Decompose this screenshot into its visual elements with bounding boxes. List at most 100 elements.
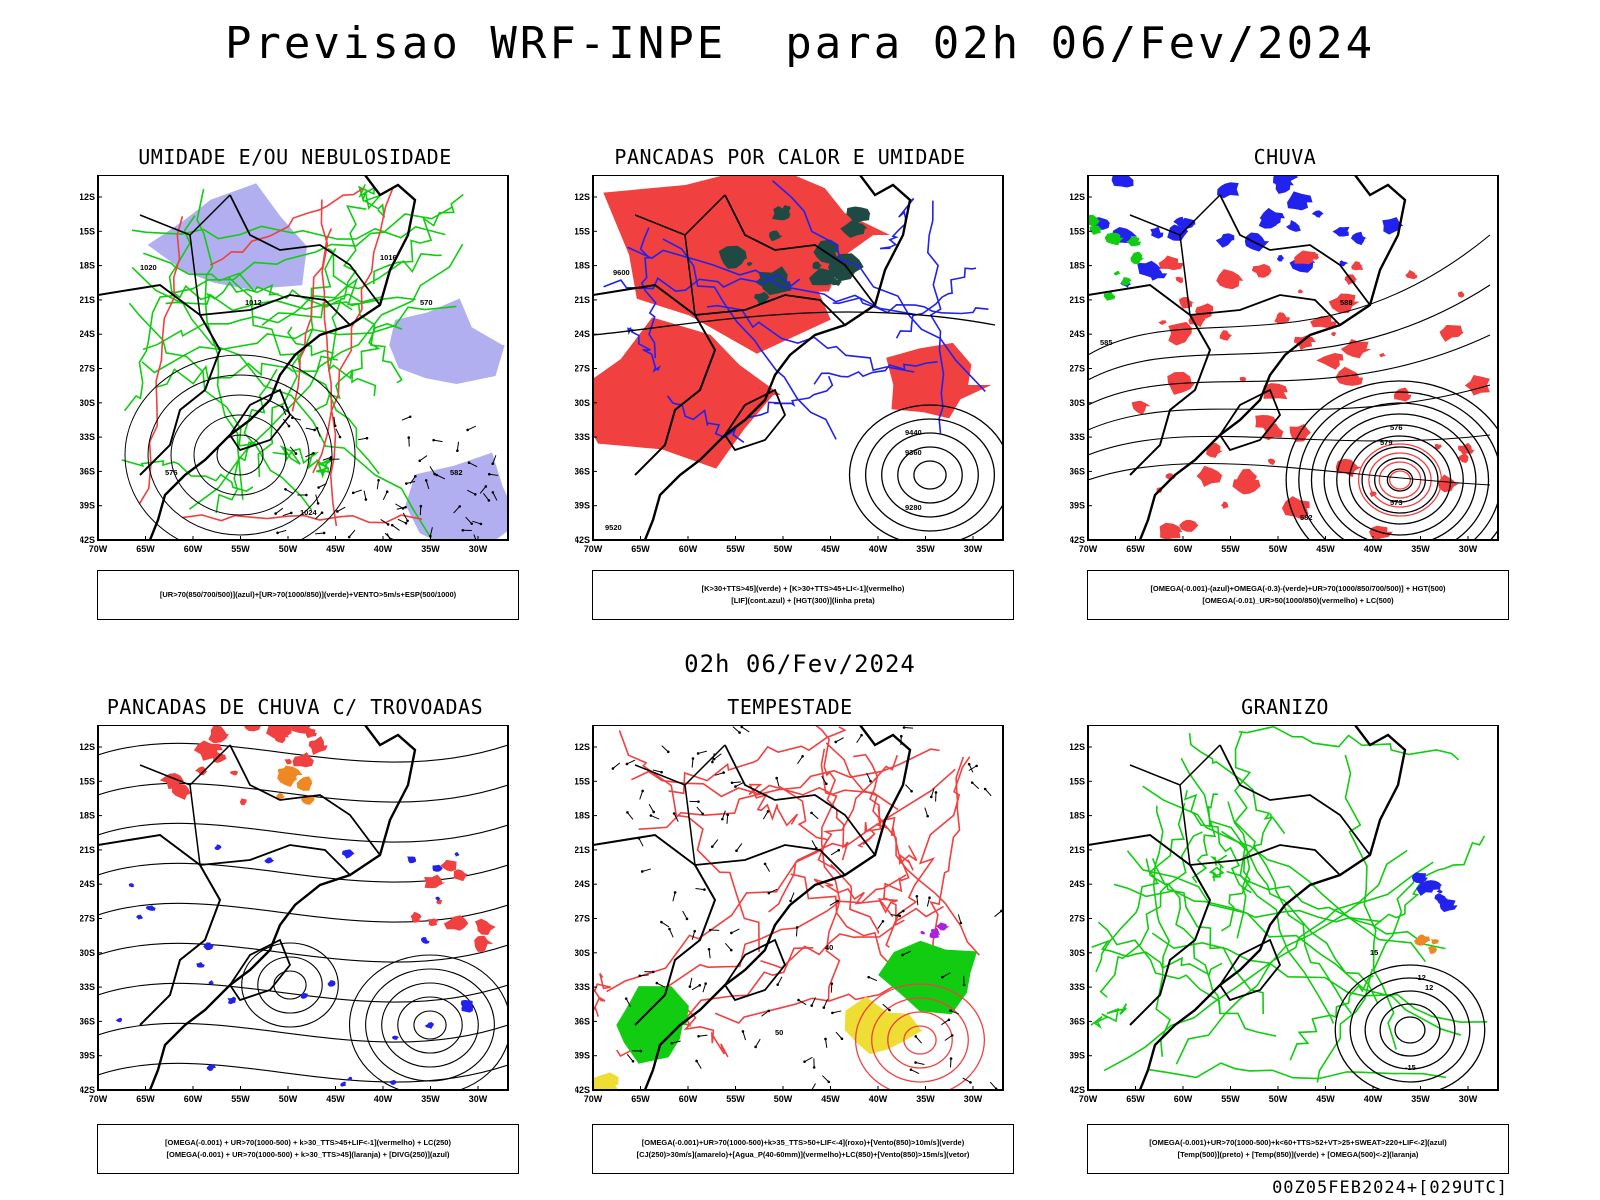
wind-vector (730, 931, 733, 935)
wind-vector (660, 770, 663, 774)
height-contour (593, 311, 996, 336)
water-contour (814, 725, 849, 861)
wind-vector (322, 531, 326, 535)
wind-vector (287, 424, 291, 428)
wind-vector (672, 812, 676, 815)
omega-blue-area (1215, 233, 1235, 248)
lat-tick-label: 30S (575, 948, 590, 958)
temp850-contour (1183, 790, 1252, 894)
wind-vector (721, 810, 726, 820)
omega-red-area (1179, 519, 1199, 532)
humidity-contour (373, 193, 464, 285)
omega-orange-area (1431, 939, 1440, 945)
water-contour (768, 754, 899, 913)
wind-vector (797, 998, 800, 1002)
lat-tick-label: 21S (1070, 295, 1085, 305)
wind-vector (487, 472, 491, 476)
wind-vector (762, 811, 769, 820)
wind-vector (467, 489, 476, 495)
thunderstorm-area (474, 935, 494, 952)
wind-vector (649, 814, 653, 817)
omega-red-area (1220, 501, 1229, 509)
omega-red-area (1196, 465, 1224, 487)
thickness-contour (138, 216, 184, 505)
panel-pancadas-calor: PANCADAS POR CALOR E UMIDADE 9600 9520 944… (575, 145, 1005, 615)
wind-vector (691, 930, 696, 940)
humidity-contour (331, 205, 367, 361)
wind-vector (315, 512, 323, 520)
water-contour (857, 806, 890, 848)
wind-vector (950, 1034, 954, 1037)
humidity-area (405, 452, 508, 540)
lat-tick-label: 24S (575, 879, 590, 889)
map-frame (97, 175, 509, 541)
water-contour (813, 878, 905, 927)
wind-vector (812, 1066, 816, 1069)
geopotential-contour (1088, 462, 1491, 486)
wind-vector (969, 1081, 972, 1084)
wind-vector (408, 415, 412, 419)
wind-vector (405, 482, 408, 485)
omega-green-area (1113, 270, 1121, 276)
wind-vector (754, 1045, 757, 1049)
lon-tick-label: 60W (679, 1094, 698, 1104)
wind-vector (638, 974, 642, 978)
convection-orange-area (276, 793, 285, 800)
lat-tick-label: 24S (575, 329, 590, 339)
state-border (1219, 194, 1371, 306)
wind-vector (336, 510, 339, 513)
lon-tick-label: 65W (136, 1094, 155, 1104)
instability-area (809, 268, 837, 286)
wind-vector (315, 532, 325, 535)
wind-vector (959, 921, 963, 925)
wind-vector (624, 997, 628, 1000)
thickness-contour (209, 187, 364, 266)
contour-label: 12 (1425, 983, 1433, 992)
wind-vector (830, 983, 833, 993)
temp850-contour (1099, 831, 1203, 998)
wind-vector (484, 485, 488, 488)
water-contour (593, 973, 611, 1017)
omega-blue-area (1137, 260, 1162, 278)
thickness-contour (320, 199, 338, 527)
contour-label: 573 (1390, 498, 1403, 507)
wind-vector (479, 486, 487, 494)
humidity-contour (128, 302, 313, 511)
humidity-contour (131, 225, 446, 240)
wind-vector (968, 765, 977, 771)
wind-vector (695, 1059, 698, 1063)
wind-vector (691, 757, 695, 760)
omega-red-area (1235, 468, 1258, 487)
lon-tick-label: 35W (421, 1094, 440, 1104)
thunderstorm-area (272, 725, 281, 730)
lon-tick-label: 30W (469, 544, 488, 554)
wind-vector (479, 522, 483, 526)
divergence-area (341, 849, 355, 859)
wind-vector (435, 473, 439, 477)
lifted-index-contour (926, 200, 945, 434)
wind-vector (949, 1009, 952, 1012)
wind-vector (377, 479, 380, 482)
wind-vector (453, 506, 461, 514)
wind-vector (365, 436, 369, 440)
temp850-contour (1113, 883, 1382, 923)
omega-red-area (1206, 442, 1224, 458)
wind-vector (274, 512, 277, 515)
lat-tick-label: 24S (80, 879, 95, 889)
wind-vector (795, 927, 798, 937)
lat-tick-label: 27S (1070, 914, 1085, 924)
lat-tick-label: 15S (1070, 226, 1085, 236)
coastline (1138, 175, 1407, 540)
divergence-area (203, 942, 215, 951)
forecast-time-label: 02h 06/Fev/2024 (684, 650, 916, 678)
wind-vector (282, 418, 290, 427)
lon-tick-label: 70W (89, 1094, 108, 1104)
divergence-area (432, 864, 443, 872)
lon-tick-label: 60W (184, 544, 203, 554)
humidity-contour (165, 293, 416, 312)
uruguay-border (1218, 938, 1282, 1002)
wind-vector (947, 1018, 951, 1022)
wind-vector (697, 1034, 700, 1038)
vortex-contour (903, 1025, 937, 1055)
hail-area (1425, 880, 1443, 890)
